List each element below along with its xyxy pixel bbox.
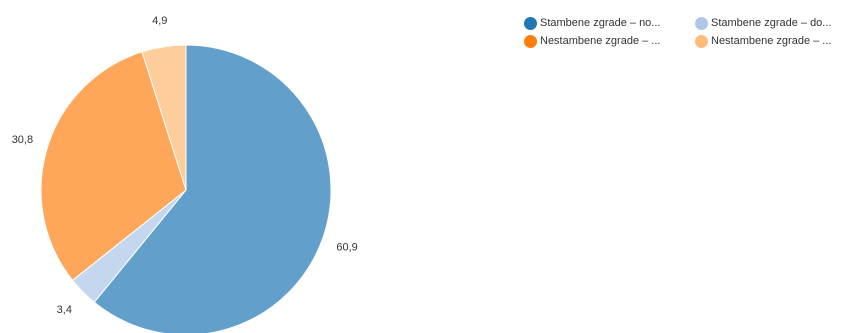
legend-label: Stambene zgrade – do... [711, 17, 832, 29]
data-label-0: 60,9 [336, 241, 357, 253]
legend-swatch-icon [695, 34, 708, 48]
legend-item-residential-extension[interactable]: Stambene zgrade – do... [695, 16, 846, 30]
legend-swatch-icon [695, 16, 708, 30]
legend: Stambene zgrade – no... Stambene zgrade … [524, 16, 846, 48]
data-label-2: 30,8 [12, 134, 33, 146]
legend-item-nonresidential-extension[interactable]: Nestambene zgrade – ... [695, 34, 846, 48]
legend-item-residential-new[interactable]: Stambene zgrade – no... [524, 16, 695, 30]
legend-item-nonresidential-new[interactable]: Nestambene zgrade – ... [524, 34, 695, 48]
data-label-3: 4,9 [152, 15, 167, 27]
pie-slice-2[interactable] [40, 51, 187, 282]
pie-slice-3[interactable] [141, 44, 187, 191]
legend-swatch-icon [524, 34, 537, 48]
data-label-1: 3,4 [57, 304, 72, 316]
legend-label: Nestambene zgrade – ... [711, 35, 832, 47]
pie-chart: 60,9 3,4 30,8 4,9 [12, 15, 358, 333]
legend-swatch-icon [524, 16, 537, 30]
legend-label: Stambene zgrade – no... [540, 17, 661, 29]
legend-label: Nestambene zgrade – ... [540, 35, 661, 47]
pie-slice-0[interactable] [93, 44, 332, 333]
